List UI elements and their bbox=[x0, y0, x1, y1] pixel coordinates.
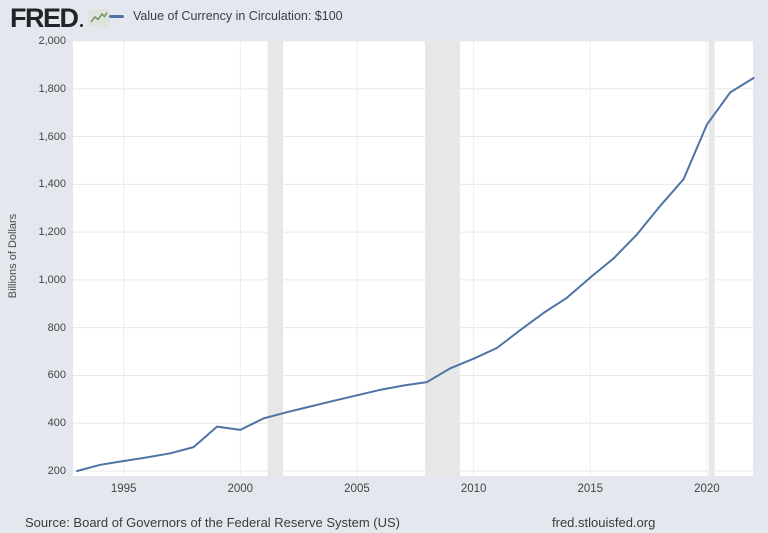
x-tick-label: 2010 bbox=[460, 483, 487, 495]
y-tick-label: 600 bbox=[47, 369, 66, 382]
legend-line-swatch bbox=[109, 14, 124, 18]
source-note: Source: Board of Governors of the Federa… bbox=[25, 515, 400, 530]
recession-band bbox=[708, 41, 715, 476]
chart-canvas bbox=[73, 40, 755, 476]
x-tick-label: 2005 bbox=[344, 483, 370, 495]
y-tick-label: 2,000 bbox=[38, 35, 66, 47]
data-line bbox=[76, 77, 755, 472]
x-tick-label: 2000 bbox=[227, 483, 254, 495]
y-tick-label: 800 bbox=[47, 321, 66, 334]
trademark-dot bbox=[79, 23, 83, 27]
fred-sparkline-icon bbox=[87, 9, 110, 27]
fred-logo-text: FRED bbox=[10, 3, 79, 33]
recession-band bbox=[425, 41, 461, 476]
x-tick-label: 2020 bbox=[694, 483, 720, 495]
recession-band bbox=[267, 41, 284, 476]
legend: Value of Currency in Circulation: $100 bbox=[109, 8, 343, 24]
plot-area bbox=[73, 40, 755, 476]
fred-logo: FRED bbox=[10, 3, 110, 33]
x-tick-label: 2015 bbox=[577, 483, 604, 495]
y-tick-label: 1,200 bbox=[38, 226, 66, 239]
y-tick-label: 1,400 bbox=[38, 178, 66, 191]
y-tick-label: 400 bbox=[47, 417, 66, 430]
y-tick-label: 200 bbox=[47, 465, 66, 477]
x-tick-label: 1995 bbox=[110, 483, 137, 495]
y-tick-label: 1,600 bbox=[38, 130, 66, 143]
site-label: fred.stlouisfed.org bbox=[552, 515, 656, 530]
y-tick-label: 1,800 bbox=[38, 82, 66, 95]
y-axis-title: Billions of Dollars bbox=[7, 213, 19, 299]
y-tick-label: 1,000 bbox=[38, 273, 66, 286]
legend-series-label: Value of Currency in Circulation: $100 bbox=[133, 9, 343, 23]
